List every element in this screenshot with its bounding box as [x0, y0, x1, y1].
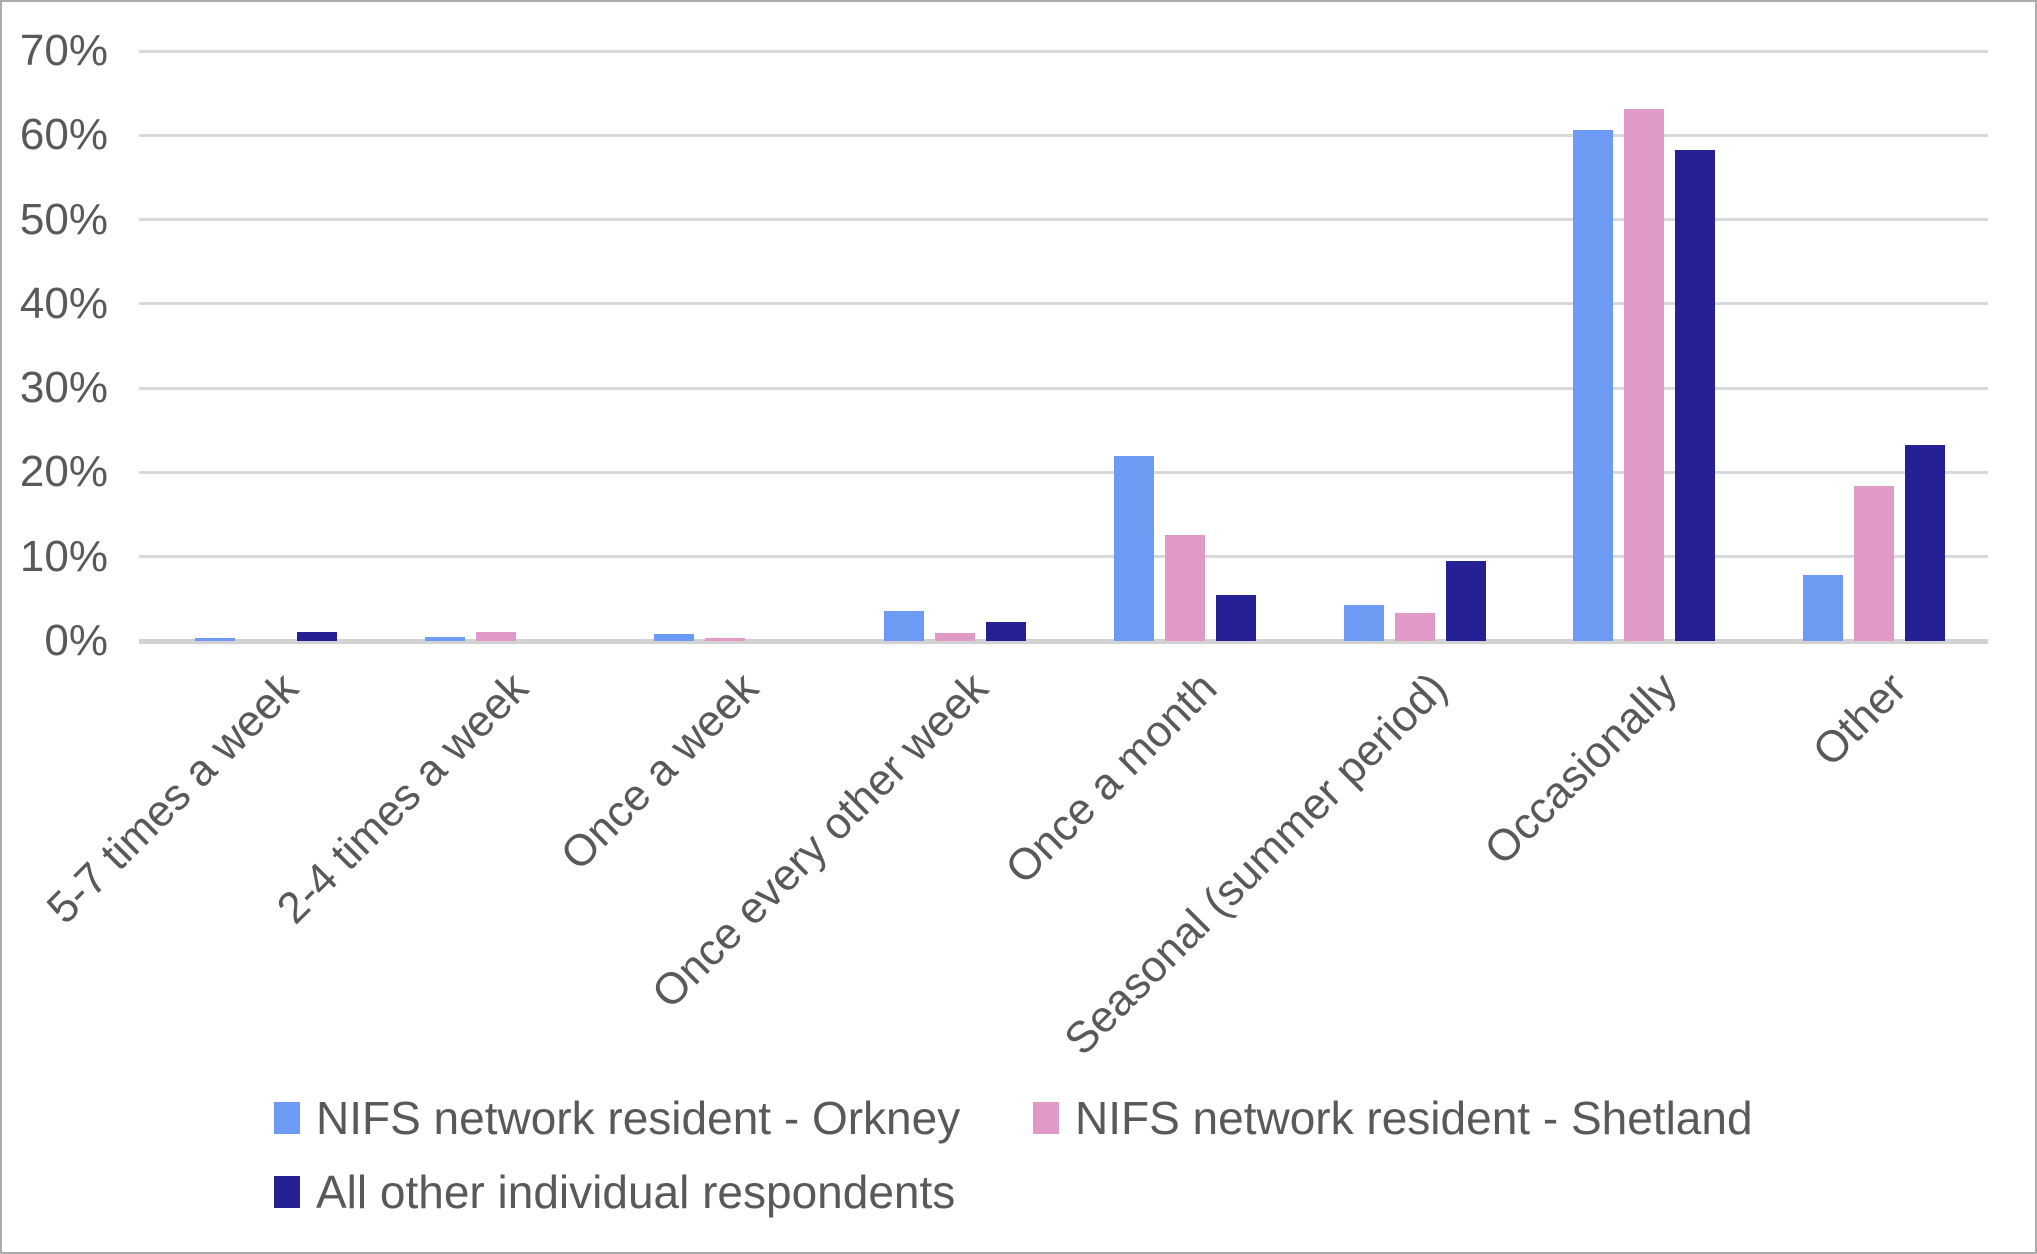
legend-item-all-other: All other individual respondents	[274, 1166, 955, 1218]
x-axis-label: 5-7 times a week	[38, 663, 308, 934]
bar-series-0-cat-6	[1573, 130, 1614, 641]
bar-series-1-cat-3	[935, 633, 976, 641]
x-axis-label: Occasionally	[1475, 663, 1687, 875]
legend-label-orkney: NIFS network resident - Orkney	[316, 1092, 961, 1144]
legend-item-shetland: NIFS network resident - Shetland	[1033, 1092, 1753, 1144]
bar-series-1-cat-7	[1853, 485, 1894, 641]
bar-series-0-cat-7	[1802, 575, 1843, 641]
legend-swatch-orkney-icon	[274, 1102, 300, 1134]
y-tick-label: 10%	[19, 531, 108, 581]
x-axis-label: Once a week	[551, 663, 768, 880]
bar-series-1-cat-2	[705, 637, 746, 641]
bar-series-2-cat-7	[1904, 444, 1945, 641]
gridline	[139, 218, 1988, 222]
bar-series-0-cat-1	[424, 636, 465, 641]
bar-series-2-cat-0	[297, 631, 337, 641]
x-axis-label: Seasonal (summer period)	[1055, 663, 1457, 1065]
y-tick-label: 70%	[19, 26, 108, 75]
gridline	[139, 386, 1988, 390]
gridline	[139, 555, 1988, 559]
bar-series-1-cat-5	[1394, 613, 1435, 641]
gridline	[139, 133, 1988, 137]
bar-series-1-cat-4	[1164, 534, 1205, 641]
x-axis-line	[139, 638, 1988, 644]
legend-label-shetland: NIFS network resident - Shetland	[1075, 1092, 1753, 1144]
bar-series-2-cat-5	[1445, 560, 1486, 641]
bar-series-1-cat-1	[475, 631, 516, 641]
y-tick-label: 60%	[19, 110, 108, 160]
bar-series-0-cat-3	[884, 610, 925, 641]
bar-series-0-cat-0	[195, 637, 235, 641]
bar-series-2-cat-6	[1675, 149, 1716, 641]
gridline	[139, 49, 1988, 53]
y-tick-label: 20%	[19, 447, 108, 497]
y-tick-label: 50%	[19, 194, 108, 244]
gridline	[139, 302, 1988, 306]
x-axis-label: Once a month	[996, 663, 1227, 894]
gridline	[139, 470, 1988, 474]
y-tick-label: 0%	[44, 616, 108, 665]
x-axis-label: 2-4 times a week	[267, 663, 538, 934]
bar-series-0-cat-5	[1343, 604, 1384, 641]
legend-swatch-all-other-icon	[274, 1176, 300, 1208]
bar-series-0-cat-4	[1113, 456, 1154, 641]
y-tick-label: 30%	[19, 363, 108, 413]
bar-series-0-cat-2	[654, 634, 695, 641]
bar-series-2-cat-3	[986, 622, 1027, 641]
legend-item-orkney: NIFS network resident - Orkney	[274, 1092, 960, 1144]
bar-series-1-cat-6	[1624, 109, 1665, 641]
y-tick-label: 40%	[19, 278, 108, 328]
x-axis-label: Other	[1803, 663, 1916, 776]
legend-swatch-shetland-icon	[1033, 1102, 1059, 1134]
bar-series-2-cat-4	[1215, 595, 1256, 641]
legend-label-all-other: All other individual respondents	[316, 1166, 956, 1218]
